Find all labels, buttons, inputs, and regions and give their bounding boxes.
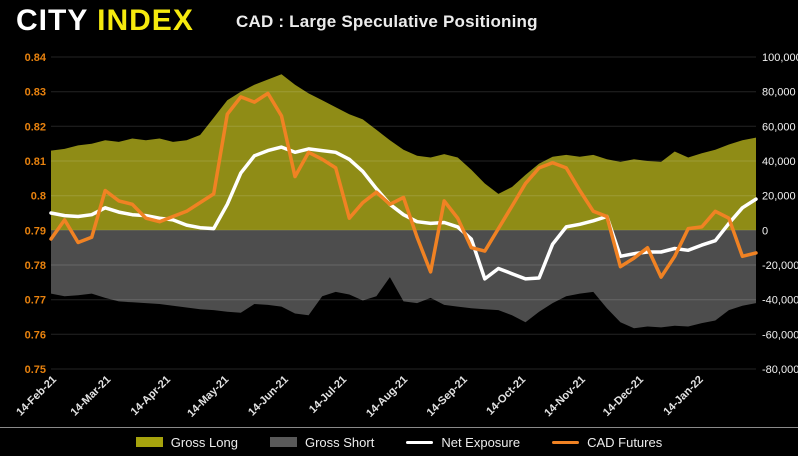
chart-legend: Gross Long Gross Short Net Exposure CAD …: [0, 431, 798, 453]
svg-text:0.8: 0.8: [31, 191, 46, 203]
svg-text:40,000: 40,000: [762, 156, 796, 168]
gridlines: [51, 56, 756, 370]
legend-label: Gross Short: [304, 434, 375, 450]
logo-index-text: INDEX: [97, 4, 194, 37]
cad-futures-line: [49, 91, 758, 279]
legend-label: Gross Long: [170, 434, 238, 450]
svg-text:14-Dec-21: 14-Dec-21: [601, 374, 646, 419]
svg-text:0.78: 0.78: [25, 260, 46, 272]
city-index-logo: CITY INDEX: [16, 4, 194, 38]
svg-text:0.77: 0.77: [25, 295, 46, 307]
legend-item-cad-futures: CAD Futures: [552, 435, 662, 450]
svg-text:-20,000: -20,000: [762, 260, 798, 272]
svg-text:0.83: 0.83: [25, 87, 46, 99]
svg-text:80,000: 80,000: [762, 87, 796, 99]
svg-text:60,000: 60,000: [762, 121, 796, 133]
svg-text:14-Feb-21: 14-Feb-21: [14, 374, 59, 419]
legend-item-gross-long: Gross Long: [135, 434, 238, 450]
legend-item-net-exposure: Net Exposure: [406, 435, 520, 450]
svg-text:-60,000: -60,000: [762, 329, 798, 341]
svg-text:0.76: 0.76: [25, 329, 46, 341]
gross-short-area: [51, 230, 756, 329]
cad-futures-swatch: [552, 440, 580, 444]
chart-title: CAD : Large Speculative Positioning: [236, 12, 538, 31]
svg-text:14-Sep-21: 14-Sep-21: [425, 374, 470, 419]
net-exposure-swatch: [406, 440, 434, 444]
legend-item-gross-short: Gross Short: [269, 434, 375, 450]
svg-text:14-Jun-21: 14-Jun-21: [246, 374, 291, 419]
svg-text:14-May-21: 14-May-21: [185, 374, 231, 420]
gross-long-swatch: [135, 437, 163, 447]
svg-text:-80,000: -80,000: [762, 364, 798, 376]
svg-text:-40,000: -40,000: [762, 295, 798, 307]
right-axis-labels: 100,000 80,000 60,000 40,000 20,000 0 -20,000 -…: [762, 52, 798, 376]
svg-text:20,000: 20,000: [762, 191, 796, 203]
svg-text:0: 0: [762, 225, 768, 237]
logo-city-text: CITY: [16, 4, 88, 37]
left-axis-labels: 0.84 0.83 0.82 0.81 0.8 0.79 0.78 0.77 0.76 0.75: [25, 52, 47, 376]
legend-label: Net Exposure: [441, 434, 521, 450]
gross-long-area: [51, 74, 756, 231]
svg-text:14-Jul-21: 14-Jul-21: [307, 374, 349, 416]
svg-text:14-Apr-21: 14-Apr-21: [129, 374, 173, 418]
svg-text:14-Aug-21: 14-Aug-21: [364, 374, 410, 420]
svg-text:0.81: 0.81: [25, 156, 46, 168]
svg-text:0.79: 0.79: [25, 225, 46, 237]
x-axis-labels: 14-Feb-21 14-Mar-21 14-Apr-21 14-May-21 14-J…: [14, 374, 706, 420]
svg-text:0.82: 0.82: [25, 121, 46, 133]
svg-text:100,000: 100,000: [762, 52, 798, 64]
gross-short-swatch: [269, 437, 297, 447]
svg-text:0.84: 0.84: [25, 52, 47, 64]
svg-text:0.75: 0.75: [25, 364, 46, 376]
svg-text:14-Nov-21: 14-Nov-21: [542, 374, 588, 420]
svg-text:14-Jan-22: 14-Jan-22: [661, 374, 705, 418]
legend-label: CAD Futures: [587, 434, 663, 450]
svg-text:14-Mar-21: 14-Mar-21: [69, 374, 114, 419]
svg-text:14-Oct-21: 14-Oct-21: [484, 374, 528, 418]
